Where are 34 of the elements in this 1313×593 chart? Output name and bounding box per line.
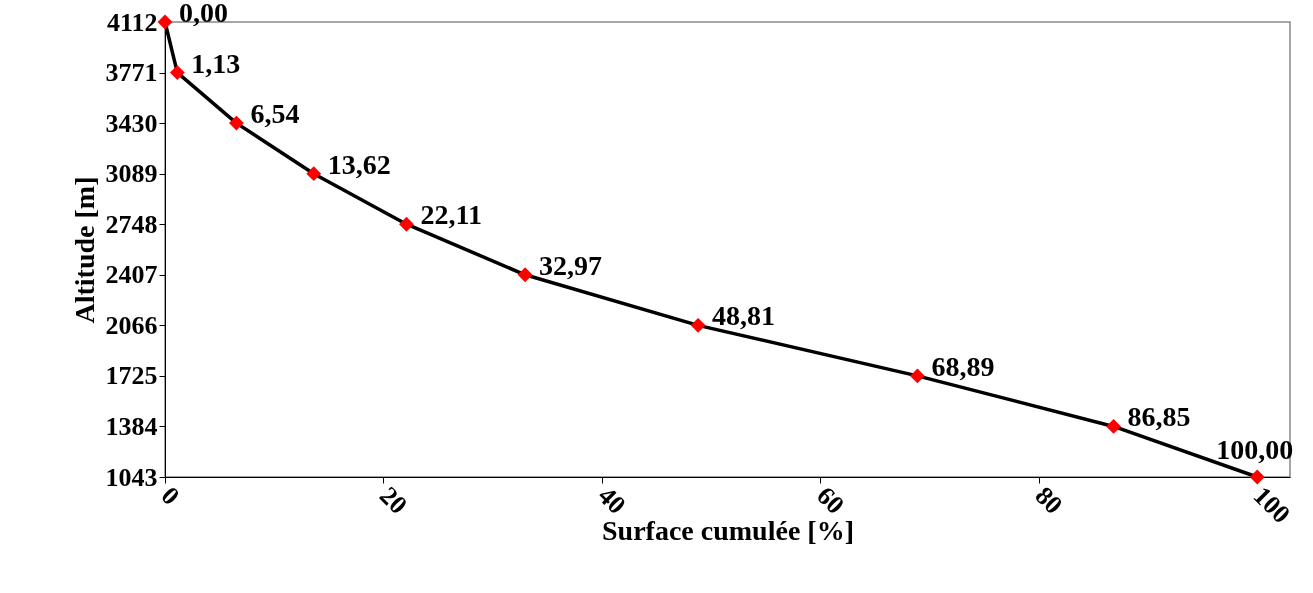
annotation: 0,00: [179, 0, 228, 28]
y-axis-title: Altitude [m]: [68, 176, 100, 324]
x-tick-label: 20: [374, 480, 413, 520]
annotation: 48,81: [712, 300, 776, 332]
annotation: 6,54: [250, 98, 300, 130]
y-tick-label: 2748: [105, 209, 158, 239]
y-tick-label: 1384: [105, 411, 158, 441]
annotation: 68,89: [931, 350, 995, 382]
annotation: 13,62: [327, 148, 391, 180]
x-tick-label: 100: [1247, 480, 1296, 529]
point: [517, 267, 533, 283]
point: [1249, 469, 1265, 485]
annotation: 22,11: [420, 199, 482, 231]
y-tick-label: 2407: [105, 260, 158, 290]
point: [1106, 419, 1122, 434]
point: [690, 317, 706, 333]
annotation: 1,13: [191, 47, 241, 79]
annotation: 32,97: [539, 249, 603, 281]
y-tick-label: 3430: [105, 108, 158, 138]
y-tick-label: 3089: [105, 159, 158, 189]
y-tick-label: 4112: [106, 7, 158, 37]
point: [910, 368, 925, 384]
annotation: 86,85: [1127, 401, 1191, 433]
y-tick-label: 2066: [105, 310, 158, 340]
point: [169, 65, 185, 80]
y-tick-label: 3771: [105, 58, 158, 88]
annotation: 100,00: [1216, 434, 1294, 465]
point: [306, 166, 322, 182]
point: [157, 14, 173, 30]
y-tick-label: 1043: [105, 462, 158, 492]
y-tick-label: 1725: [105, 361, 158, 391]
point: [399, 216, 414, 232]
x-tick-label: 80: [1029, 480, 1069, 520]
point: [229, 115, 244, 131]
